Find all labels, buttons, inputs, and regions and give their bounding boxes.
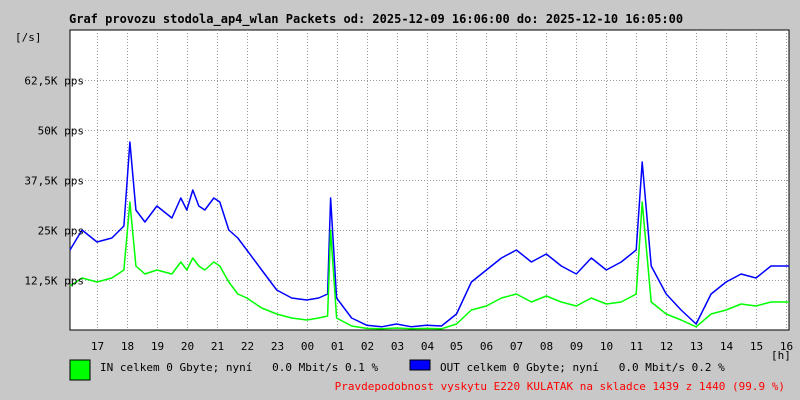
x-tick-label: 00: [301, 340, 314, 353]
x-tick-label: 21: [211, 340, 224, 353]
y-tick-label: 12,5K pps: [24, 275, 84, 288]
legend-out-swatch: [409, 359, 431, 371]
legend-in-swatch: [69, 359, 91, 381]
footer-note: Pravdepodobnost vyskytu E220 KULATAK na …: [335, 380, 785, 393]
x-tick-label: 22: [241, 340, 254, 353]
x-tick-label: 15: [750, 340, 763, 353]
x-tick-label: 10: [600, 340, 613, 353]
x-tick-label: 03: [391, 340, 404, 353]
y-tick-label: 62,5K pps: [24, 75, 84, 88]
y-axis-unit-label: [/s]: [15, 31, 42, 44]
x-tick-label: 08: [540, 340, 553, 353]
x-tick-label: 12: [660, 340, 673, 353]
x-tick-label: 23: [271, 340, 284, 353]
x-tick-label: 05: [450, 340, 463, 353]
x-axis-unit-label: [h]: [771, 349, 791, 362]
x-tick-label: 18: [121, 340, 134, 353]
series-line-in: [69, 201, 789, 330]
x-tick-label: 17: [91, 340, 104, 353]
plot-area: [69, 29, 790, 331]
x-tick-label: 01: [331, 340, 344, 353]
x-tick-label: 06: [480, 340, 493, 353]
series-layer: [69, 141, 789, 330]
x-tick-label: 16: [780, 340, 793, 353]
x-tick-label: 13: [690, 340, 703, 353]
x-tick-label: 14: [720, 340, 734, 353]
y-tick-label: 37,5K pps: [24, 175, 84, 188]
x-tick-label: 20: [181, 340, 194, 353]
x-tick-label: 11: [630, 340, 643, 353]
chart-title: Graf provozu stodola_ap4_wlan Packets od…: [69, 12, 683, 27]
axis-labels: 12,5K pps 25K pps 37,5K pps 50K pps 62,5K pp…: [24, 75, 793, 354]
y-tick-label: 25K pps: [38, 225, 84, 238]
x-tick-label: 09: [570, 340, 583, 353]
legend-in-text: IN celkem 0 Gbyte; nyní 0.0 Mbit/s 0.1 %: [100, 361, 379, 374]
x-tick-label: 02: [361, 340, 374, 353]
legend-out-text: OUT celkem 0 Gbyte; nyní 0.0 Mbit/s 0.2 …: [440, 361, 725, 374]
x-tick-label: 04: [421, 340, 435, 353]
x-tick-label: 19: [151, 340, 164, 353]
y-tick-label: 50K pps: [38, 125, 84, 138]
x-tick-label: 07: [510, 340, 523, 353]
series-line-out: [69, 141, 789, 328]
